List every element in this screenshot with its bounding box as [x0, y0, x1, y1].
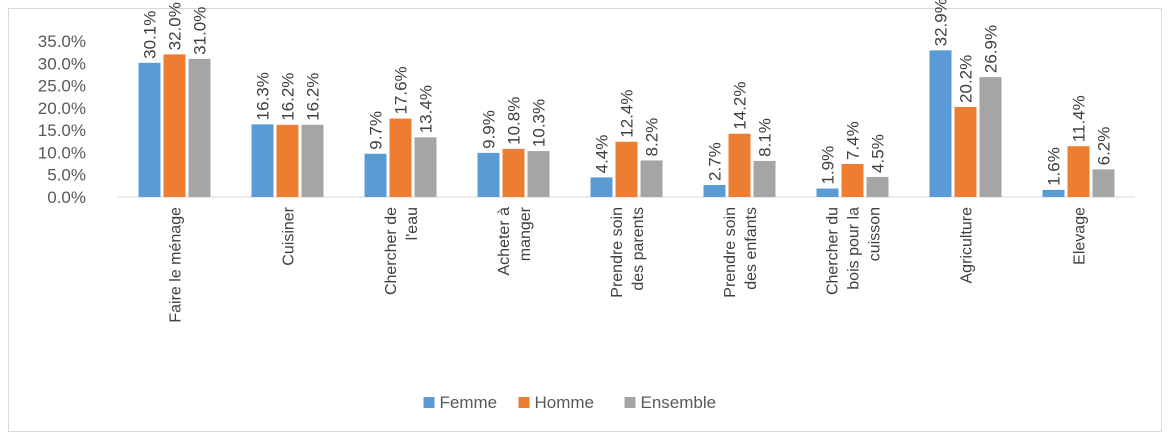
bar-ensemble [188, 58, 211, 198]
data-label: 31.0% [191, 7, 210, 55]
bar-homme [841, 164, 864, 197]
legend-swatch-ensemble [624, 397, 636, 408]
data-label: 16.2% [279, 73, 298, 121]
bar-ensemble [301, 124, 324, 197]
bar-femme [929, 50, 952, 197]
bar-homme [389, 118, 412, 197]
bar-femme [138, 62, 161, 198]
bar-femme [703, 184, 726, 197]
data-label: 9.7% [367, 111, 386, 150]
y-tick-label: 20.0% [38, 99, 86, 118]
data-label: 8.1% [756, 118, 775, 157]
data-label: 16.2% [304, 73, 323, 121]
y-tick-label: 35.0% [38, 32, 86, 51]
category-label: des enfants [743, 207, 760, 290]
category-label: Chercher du [825, 207, 842, 295]
data-label: 32.0% [166, 2, 185, 50]
bar-ensemble [640, 160, 663, 197]
bar-ensemble [1092, 169, 1115, 197]
bar-homme [1067, 146, 1090, 197]
bar-femme [364, 153, 387, 197]
bar-ensemble [414, 137, 437, 197]
data-label: 7.4% [844, 121, 863, 160]
data-label: 13.4% [417, 85, 436, 133]
category-label: Cuisiner [281, 206, 298, 265]
data-label: 26.9% [982, 25, 1001, 73]
data-label: 20.2% [957, 55, 976, 103]
data-label: 6.2% [1095, 127, 1114, 166]
bar-femme [251, 124, 274, 197]
bar-homme [954, 106, 977, 197]
data-label: 12.4% [618, 90, 637, 138]
legend-swatch-homme [518, 397, 530, 408]
data-label: 11.4% [1070, 95, 1089, 142]
data-label: 17.6% [392, 66, 411, 114]
bar-ensemble [527, 151, 550, 197]
legend-label: Homme [535, 393, 595, 412]
bar-ensemble [979, 77, 1002, 197]
category-label: Chercher de [383, 207, 400, 295]
category-label: des parents [630, 207, 647, 291]
data-label: 10.8% [505, 97, 524, 145]
category-label: Faire le ménage [168, 207, 185, 323]
bar-homme [615, 141, 638, 197]
bar-homme [276, 124, 299, 197]
data-label: 4.4% [593, 135, 612, 174]
data-label: 8.2% [643, 118, 662, 157]
data-label: 9.9% [480, 110, 499, 149]
category-label: bois pour la [846, 207, 863, 290]
bar-homme [163, 54, 186, 197]
data-label: 2.7% [706, 142, 725, 181]
category-label: Prendre soin [609, 207, 626, 298]
y-tick-label: 10.0% [38, 143, 86, 162]
data-label: 1.9% [819, 146, 838, 185]
bar-femme [816, 188, 839, 197]
legend-swatch-femme [423, 397, 435, 408]
bar-femme [1042, 189, 1065, 197]
data-label: 10.3% [530, 99, 549, 147]
y-tick-label: 0.0% [47, 188, 86, 207]
y-tick-label: 5.0% [47, 166, 86, 185]
data-label: 32.9% [932, 0, 951, 46]
data-label: 30.1% [141, 11, 160, 59]
category-label: Prendre soin [722, 207, 739, 298]
category-label: manger [517, 206, 534, 261]
bar-homme [728, 133, 751, 197]
bar-femme [477, 152, 500, 197]
data-label: 16.3% [254, 72, 273, 120]
category-label: cuisson [867, 207, 884, 261]
data-label: 1.6% [1045, 147, 1064, 186]
category-label: Elevage [1072, 207, 1089, 265]
y-tick-label: 15.0% [38, 121, 86, 140]
legend-label: Ensemble [641, 393, 717, 412]
data-label: 14.2% [731, 82, 750, 130]
bar-homme [502, 148, 525, 197]
bar-ensemble [753, 160, 776, 197]
legend-label: Femme [440, 393, 498, 412]
bar-femme [590, 177, 613, 197]
category-label: Acheter à [496, 207, 513, 276]
bar-ensemble [866, 176, 889, 197]
category-label: Agriculture [959, 207, 976, 284]
category-label: l'eau [404, 207, 421, 240]
y-tick-label: 25.0% [38, 77, 86, 96]
y-tick-label: 30.0% [38, 54, 86, 73]
data-label: 4.5% [869, 134, 888, 173]
